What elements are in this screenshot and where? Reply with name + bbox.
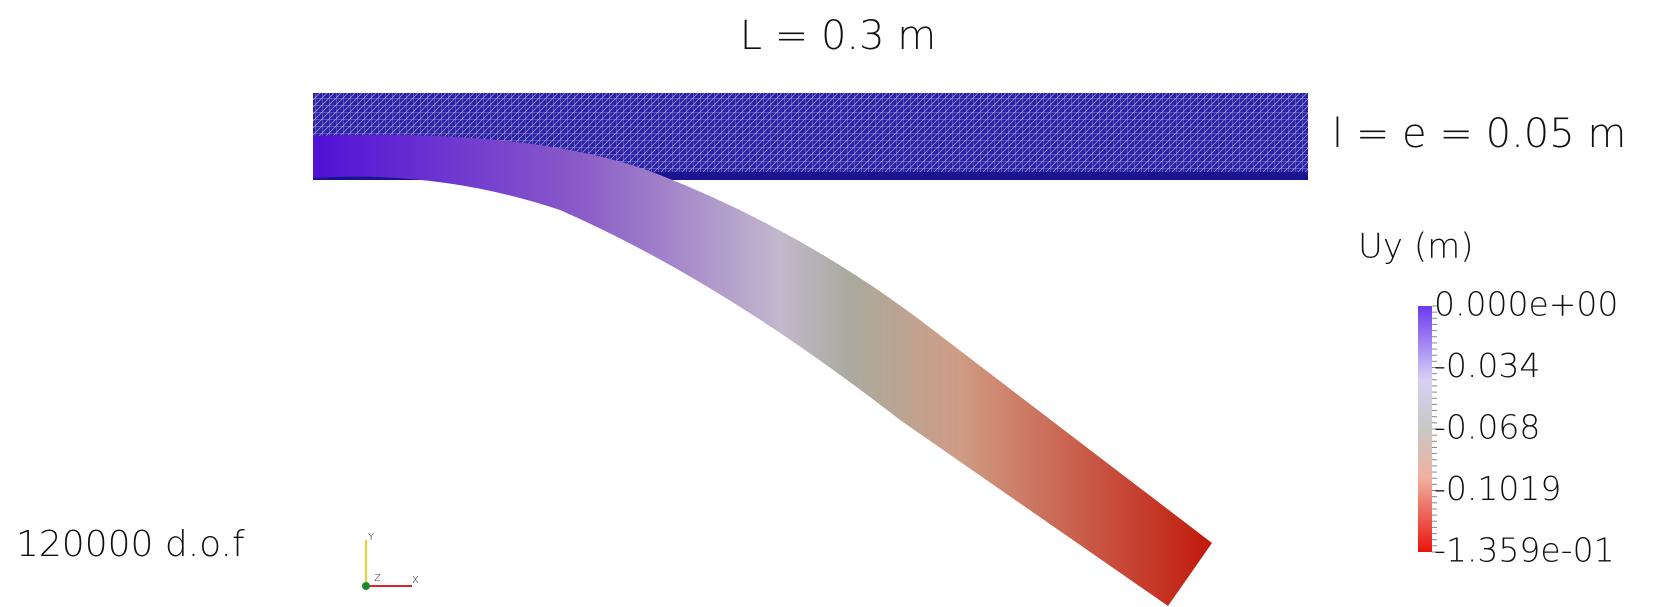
colorbar-title: Uy (m) [1358, 227, 1473, 267]
colorbar-label: -0.034 [1434, 346, 1540, 385]
triad-x-label: X [412, 575, 419, 586]
section-label: l = e = 0.05 m [1332, 111, 1626, 157]
triad-origin [362, 582, 370, 590]
page: {"annotations": {"length": "L = 0.3 m", … [0, 0, 1664, 607]
triad-y-label: Y [368, 532, 374, 543]
colorbar-label: 0.000e+00 [1434, 285, 1618, 324]
colorbar-label: -1.359e-01 [1434, 531, 1615, 570]
colorbar-label: -0.068 [1434, 408, 1540, 447]
render-view: L = 0.3 m l = e = 0.05 m Uy (m) 0.000e+0… [0, 0, 1664, 607]
colorbar-ticks: 0.000e+00 -0.034 -0.068 -0.1019 -1.359e-01 [1432, 285, 1618, 570]
colorbar [1418, 306, 1432, 552]
deformed-beam [313, 135, 1212, 606]
axes-triad: Y Z X [362, 532, 419, 590]
dof-label: 120000 d.o.f [16, 524, 245, 565]
length-label: L = 0.3 m [740, 13, 937, 59]
colorbar-label: -0.1019 [1434, 469, 1561, 508]
triad-z-label: Z [374, 573, 381, 584]
